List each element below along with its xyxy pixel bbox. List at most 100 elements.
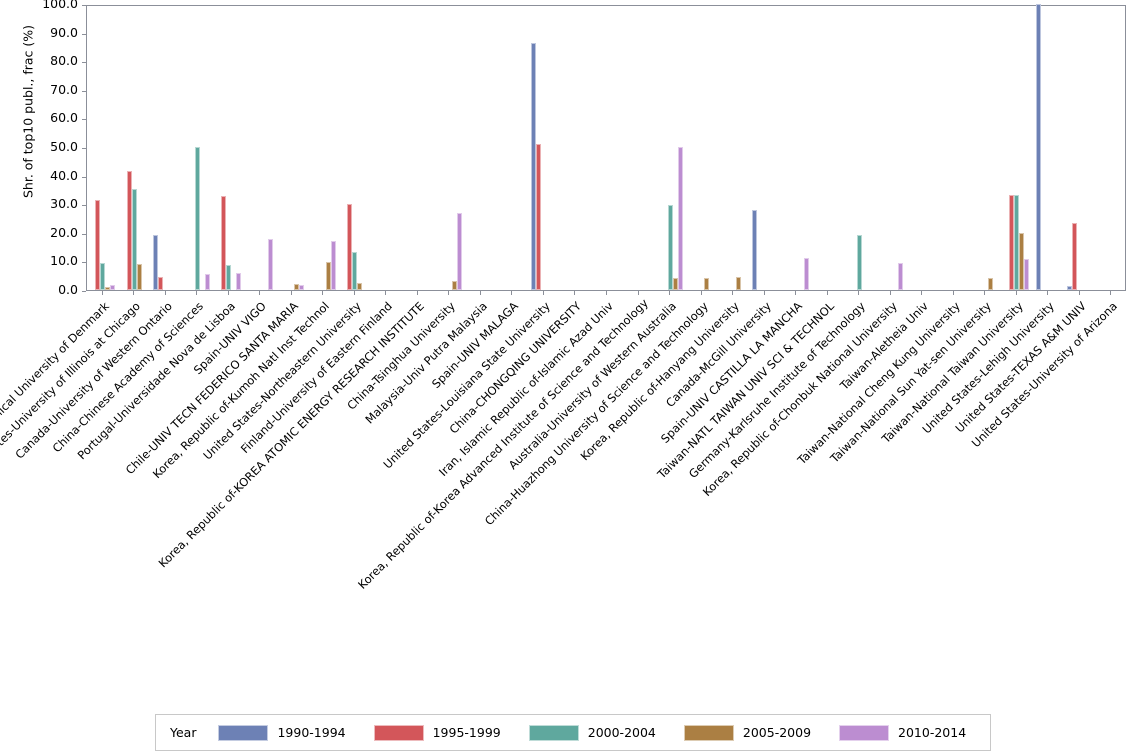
bar bbox=[1067, 285, 1073, 290]
legend-label: 1995-1999 bbox=[432, 725, 501, 740]
y-axis-tick: 90.0 bbox=[0, 25, 86, 40]
bar bbox=[536, 144, 542, 290]
bar bbox=[325, 261, 331, 290]
y-axis-tick: 40.0 bbox=[0, 168, 86, 183]
bar bbox=[194, 147, 200, 290]
y-tick-label: 50.0 bbox=[50, 139, 78, 154]
bar bbox=[456, 213, 463, 290]
y-tick-mark bbox=[82, 205, 86, 207]
y-axis-tick: 70.0 bbox=[0, 82, 86, 97]
x-tick-mark bbox=[385, 291, 387, 295]
bar bbox=[110, 284, 116, 290]
y-tick-label: 10.0 bbox=[50, 253, 78, 269]
bar bbox=[299, 285, 305, 290]
y-tick-label: 20.0 bbox=[50, 224, 78, 240]
y-tick-mark bbox=[82, 62, 86, 64]
x-tick-mark bbox=[353, 291, 355, 295]
bar bbox=[1019, 232, 1025, 290]
x-tick-mark bbox=[1078, 291, 1080, 295]
x-tick-mark bbox=[196, 291, 198, 295]
legend-entry[interactable]: 2000-2004 bbox=[528, 724, 656, 741]
bar bbox=[856, 234, 862, 290]
bar bbox=[735, 276, 741, 290]
x-tick-mark bbox=[826, 291, 828, 295]
bar bbox=[672, 277, 678, 290]
x-tick-mark bbox=[511, 291, 513, 295]
bar bbox=[751, 209, 757, 290]
y-tick-mark bbox=[82, 262, 86, 264]
y-axis-tick: 80.0 bbox=[0, 53, 86, 68]
x-tick-mark bbox=[795, 291, 797, 295]
x-tick-mark bbox=[637, 291, 639, 295]
y-tick-mark bbox=[82, 90, 86, 92]
y-axis-tick: 100.0 bbox=[0, 0, 86, 11]
legend-swatch bbox=[839, 724, 890, 741]
bar bbox=[667, 205, 673, 290]
y-axis-tick: 0.0 bbox=[0, 282, 86, 297]
y-axis-title: Shr. of top10 publ., frac (%) bbox=[20, 24, 36, 199]
legend-entry[interactable]: 1995-1999 bbox=[373, 724, 501, 741]
y-tick-label: 100.0 bbox=[42, 0, 78, 11]
x-tick-mark bbox=[984, 291, 986, 295]
legend-entry[interactable]: 1990-1994 bbox=[218, 724, 346, 741]
y-tick-mark bbox=[82, 33, 86, 35]
y-tick-label: 80.0 bbox=[50, 53, 78, 69]
legend: Year 1990-1994 1995-1999 2000-2004 2005-200… bbox=[155, 714, 991, 751]
y-axis-tick: 50.0 bbox=[0, 139, 86, 154]
y-tick-label: 70.0 bbox=[50, 81, 78, 97]
x-tick-mark bbox=[133, 291, 135, 295]
bar bbox=[153, 235, 159, 290]
x-tick-mark bbox=[1110, 291, 1112, 295]
bar bbox=[236, 272, 242, 290]
bar bbox=[347, 204, 353, 290]
y-tick-mark bbox=[82, 291, 86, 292]
x-tick-mark bbox=[479, 291, 481, 295]
bar bbox=[131, 189, 137, 290]
x-tick-mark bbox=[290, 291, 292, 295]
x-tick-mark bbox=[259, 291, 261, 295]
x-tick-mark bbox=[921, 291, 923, 295]
x-tick-mark bbox=[763, 291, 765, 295]
x-tick-mark bbox=[416, 291, 418, 295]
bar bbox=[1072, 223, 1078, 290]
bar bbox=[204, 274, 210, 290]
bar bbox=[95, 199, 101, 290]
x-tick-mark bbox=[669, 291, 671, 295]
x-tick-mark bbox=[322, 291, 324, 295]
x-tick-mark bbox=[952, 291, 954, 295]
bar bbox=[352, 251, 358, 290]
y-tick-mark bbox=[82, 5, 86, 6]
bar bbox=[100, 262, 106, 290]
x-tick-mark bbox=[542, 291, 544, 295]
y-tick-mark bbox=[82, 233, 86, 235]
y-tick-mark bbox=[82, 176, 86, 178]
bar bbox=[357, 283, 363, 290]
legend-entry[interactable]: 2005-2009 bbox=[683, 724, 812, 741]
bars-container bbox=[87, 4, 1125, 290]
y-axis-tick: 20.0 bbox=[0, 225, 86, 240]
x-tick-mark bbox=[700, 291, 702, 295]
bar bbox=[126, 170, 132, 290]
bar bbox=[1024, 258, 1030, 290]
bar bbox=[531, 42, 537, 290]
bar bbox=[677, 147, 683, 290]
legend-swatch bbox=[528, 724, 579, 741]
bar bbox=[330, 240, 336, 290]
bar bbox=[136, 263, 142, 290]
y-tick-label: 40.0 bbox=[50, 167, 78, 183]
x-tick-mark bbox=[1047, 291, 1049, 295]
legend-label: 2005-2009 bbox=[742, 725, 812, 740]
x-tick-mark bbox=[732, 291, 734, 295]
legend-entry[interactable]: 2010-2014 bbox=[839, 724, 966, 741]
y-tick-label: 0.0 bbox=[58, 282, 78, 297]
bar bbox=[294, 284, 300, 290]
bar bbox=[226, 265, 232, 290]
bar bbox=[803, 257, 809, 290]
x-tick-mark bbox=[574, 291, 576, 295]
bar bbox=[898, 263, 904, 290]
x-tick-mark bbox=[889, 291, 891, 295]
y-tick-label: 60.0 bbox=[50, 110, 78, 126]
y-axis-tick: 30.0 bbox=[0, 196, 86, 211]
x-tick-mark bbox=[606, 291, 607, 295]
